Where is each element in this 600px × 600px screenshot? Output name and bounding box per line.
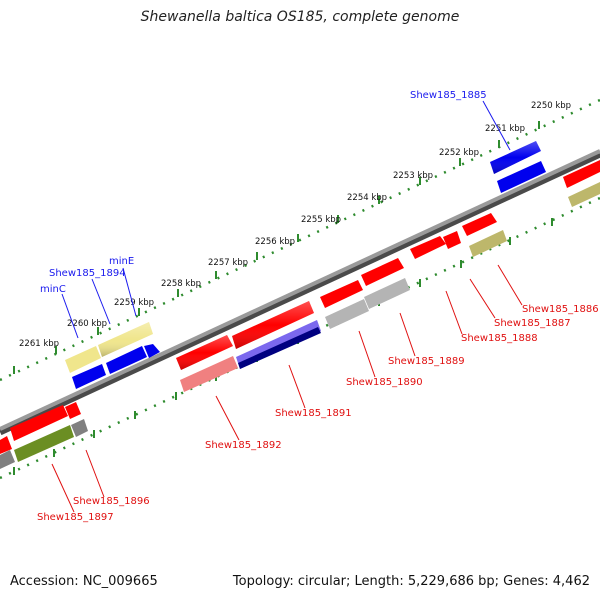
gene-arrow[interactable] — [469, 230, 507, 257]
gene-arrow[interactable] — [14, 425, 74, 462]
ruler-label: 2255 kbp — [301, 215, 341, 225]
gene-label-minc[interactable]: minC — [40, 284, 66, 295]
genome-backbone-shadow — [0, 150, 600, 436]
gene-label-shew185-1890[interactable]: Shew185_1890 — [346, 377, 423, 388]
ruler-label: 2251 kbp — [485, 124, 525, 134]
gene-arrow[interactable] — [65, 402, 81, 419]
gene-arrow[interactable] — [320, 280, 363, 308]
genome-backbone — [0, 149, 600, 431]
gene-arrow[interactable] — [563, 160, 600, 188]
gene-label-shew185-1889[interactable]: Shew185_1889 — [388, 356, 465, 367]
gene-arrow-minc[interactable] — [65, 346, 101, 373]
accession-text: Accession: NC_009665 — [10, 574, 158, 589]
ruler-label: 2259 kbp — [114, 298, 154, 308]
ruler-label: 2250 kbp — [531, 101, 571, 111]
ruler-label: 2254 kbp — [347, 193, 387, 203]
gene-arrow[interactable] — [410, 236, 446, 259]
gene-arrow[interactable] — [443, 231, 461, 249]
gene-arrow[interactable] — [106, 346, 147, 374]
ruler-label: 2256 kbp — [255, 237, 295, 247]
gene-label-mine[interactable]: minE — [109, 256, 134, 267]
genome-summary-text: Topology: circular; Length: 5,229,686 bp… — [232, 574, 590, 589]
gene-arrow[interactable] — [180, 356, 238, 392]
gene-label-shew185-1892[interactable]: Shew185_1892 — [205, 440, 282, 451]
gene-arrow[interactable] — [238, 327, 321, 369]
map-title: Shewanella baltica OS185, complete genom… — [140, 9, 460, 25]
gene-label-shew185-1894[interactable]: Shew185_1894 — [49, 268, 126, 279]
gene-arrow[interactable] — [325, 299, 369, 329]
gene-arrow[interactable] — [71, 419, 88, 437]
gene-arrow[interactable] — [364, 278, 410, 309]
ruler-label: 2252 kbp — [439, 148, 479, 158]
gene-arrow[interactable] — [10, 405, 68, 441]
gene-label-shew185-1886[interactable]: Shew185_1886 — [522, 304, 599, 315]
gene-arrow[interactable] — [0, 436, 12, 454]
gene-arrow[interactable] — [568, 182, 600, 207]
gene-label-shew185-1897[interactable]: Shew185_1897 — [37, 512, 114, 523]
ruler-label: 2260 kbp — [67, 319, 107, 329]
gene-shading — [98, 141, 541, 370]
gene-arrow-shew185-1885-copy[interactable] — [497, 161, 546, 193]
gene-label-shew185-1887[interactable]: Shew185_1887 — [494, 318, 571, 329]
gene-label-shew185-1896[interactable]: Shew185_1896 — [73, 496, 150, 507]
gene-label-shew185-1888[interactable]: Shew185_1888 — [461, 333, 538, 344]
gene-arrow[interactable] — [361, 258, 404, 286]
gene-label-shew185-1885[interactable]: Shew185_1885 — [410, 90, 487, 101]
gene-arrow[interactable] — [462, 213, 497, 236]
forward-genes — [0, 141, 600, 469]
ruler-label: 2253 kbp — [393, 171, 433, 181]
ruler-label: 2257 kbp — [208, 258, 248, 268]
gene-arrow[interactable] — [144, 344, 160, 358]
ruler-label: 2261 kbp — [19, 339, 59, 349]
gene-arrow[interactable] — [0, 450, 15, 469]
callout-lines — [51, 100, 523, 513]
gene-label-shew185-1891[interactable]: Shew185_1891 — [275, 408, 352, 419]
gene-arrow-shew185-1894[interactable] — [72, 364, 106, 389]
ruler-label: 2258 kbp — [161, 279, 201, 289]
